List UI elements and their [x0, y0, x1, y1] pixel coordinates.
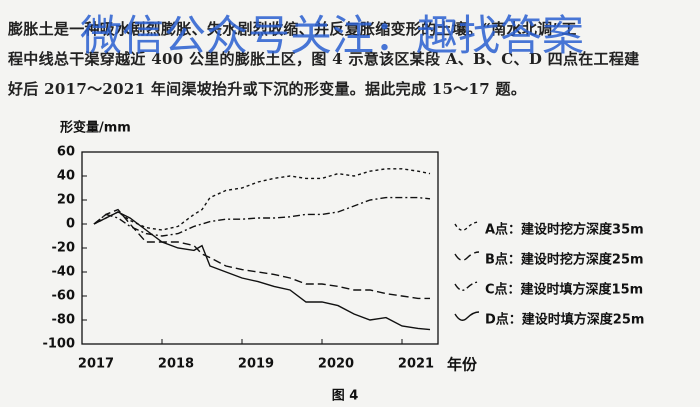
legend-label: A点：建设时挖方深度35m	[485, 222, 644, 238]
legend-label: B点：建设时挖方深度25m	[485, 252, 644, 268]
x-axis-label: 年份	[447, 356, 478, 374]
y-tick-label: -20	[52, 241, 76, 256]
data-line	[93, 196, 431, 237]
paragraph-line: 程中线总干渠穿越近 400 公里的膨胀土区，图 4 示意该区某段 A、B、C、D…	[8, 50, 640, 68]
x-tick-label: 2020	[318, 357, 354, 372]
data-line	[93, 211, 431, 331]
data-line	[93, 168, 431, 231]
x-tick-label: 2019	[238, 357, 274, 372]
y-tick-label: 40	[57, 169, 75, 184]
x-tick-label: 2017	[78, 357, 114, 372]
y-tick-label: -40	[52, 265, 76, 280]
paragraph-line: 好后 2017～2021 年间渠坡抬升或下沉的形变量。据此完成 15～17 题。	[8, 80, 527, 98]
x-tick-label: 2021	[398, 357, 434, 372]
legend-swatch	[454, 251, 480, 261]
legend-swatch	[454, 311, 480, 321]
caption: 图 4	[332, 389, 359, 404]
y-tick-label: 60	[57, 145, 75, 160]
paragraph-line: 膨胀土是一种吸水剧烈膨胀、失水剧烈收缩、并反复胀缩变形的土壤。“南水北调”工	[8, 20, 577, 38]
y-axis-label: 形变量/mm	[60, 120, 131, 136]
legend-swatch	[454, 221, 480, 231]
legend-swatch	[454, 281, 480, 291]
watermark: 微信公众号关注：趣找答案	[80, 11, 585, 60]
y-tick-label: -60	[52, 289, 76, 304]
plot-frame	[81, 151, 439, 345]
y-tick-label: -100	[42, 337, 75, 352]
x-tick-label: 2018	[158, 357, 194, 372]
legend-label: C点：建设时填方深度15m	[485, 282, 643, 298]
y-tick-label: -80	[52, 313, 76, 328]
y-tick-label: 20	[57, 193, 75, 208]
y-tick-label: 0	[66, 217, 75, 232]
legend-label: D点：建设时填方深度25m	[485, 312, 644, 328]
data-line	[93, 208, 430, 300]
